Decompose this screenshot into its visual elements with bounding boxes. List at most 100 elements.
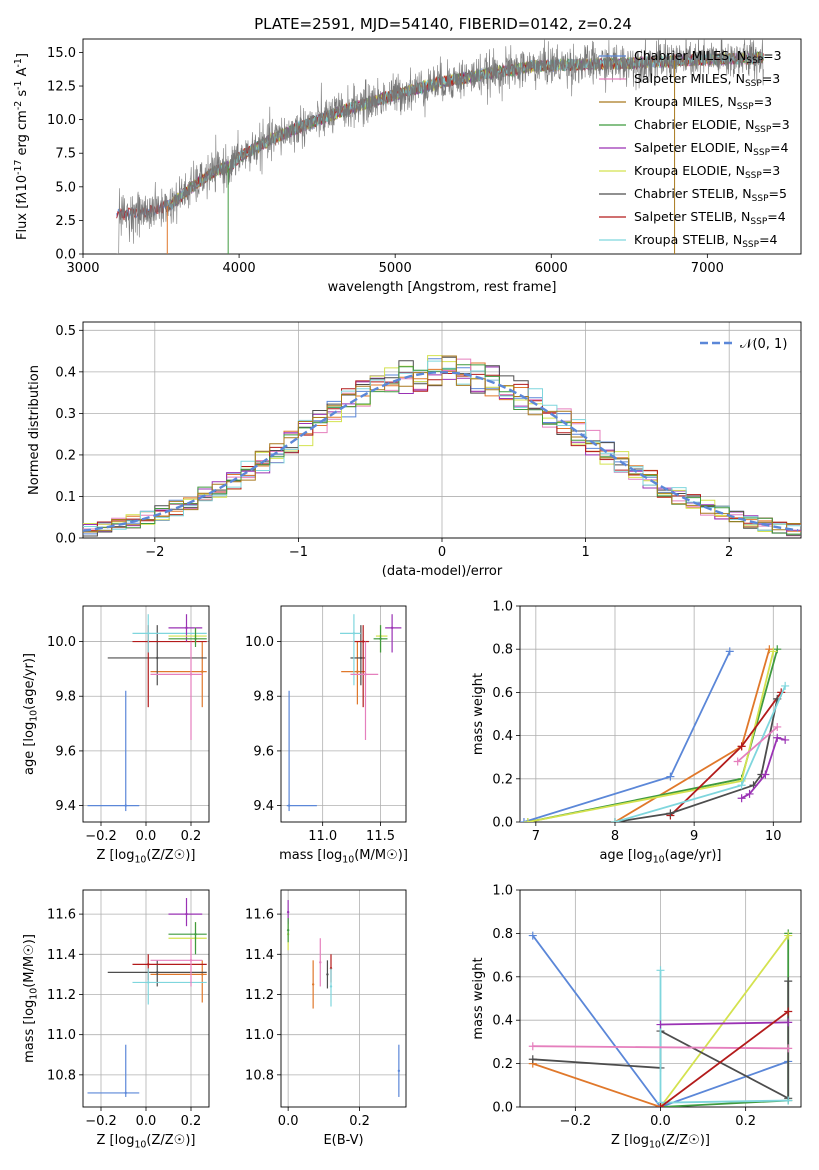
x-tick-label: 8 bbox=[611, 829, 619, 844]
y-axis-label: mass weight bbox=[471, 957, 486, 1039]
y-tick-label: 0.0 bbox=[492, 1101, 513, 1116]
axes-frame bbox=[280, 889, 407, 1108]
data-point bbox=[201, 973, 204, 976]
y-tick-label: 7.5 bbox=[55, 147, 76, 162]
x-tick-label: −0.2 bbox=[560, 1114, 592, 1129]
legend-label: Kroupa ELODIE, NSSP​=3 bbox=[634, 163, 780, 181]
data-point-marker bbox=[656, 966, 665, 975]
data-point-marker bbox=[781, 681, 790, 690]
data-point bbox=[147, 963, 150, 966]
data-point-marker bbox=[656, 1103, 665, 1107]
data-point bbox=[329, 985, 333, 988]
mass_vs_ebv-plot-area bbox=[286, 900, 401, 1097]
axes-frame bbox=[519, 605, 802, 823]
y-tick-label: 5.0 bbox=[55, 180, 76, 195]
x-tick-label: 11.0 bbox=[308, 829, 337, 844]
y-tick-label: 9.4 bbox=[55, 799, 76, 814]
legend-label: Kroupa MILES, NSSP​=3 bbox=[634, 94, 772, 112]
legend-label: Salpeter ELODIE, NSSP​=4 bbox=[634, 140, 789, 158]
y-tick-label: 0.4 bbox=[492, 729, 513, 744]
data-point-marker bbox=[725, 647, 734, 656]
x-tick-label: 0 bbox=[438, 545, 446, 560]
data-point bbox=[147, 632, 150, 635]
data-point bbox=[194, 637, 197, 641]
x-axis-label: (data-model)/error bbox=[382, 564, 503, 579]
y-tick-label: 10.0 bbox=[47, 113, 76, 128]
mass-weight-line bbox=[659, 935, 789, 1107]
data-point bbox=[189, 673, 193, 676]
data-point-marker bbox=[773, 722, 782, 731]
data-point-marker bbox=[528, 1055, 537, 1064]
x-axis-label: Z [log10​(Z/Z☉)] bbox=[611, 1133, 710, 1150]
data-point-marker bbox=[765, 645, 774, 654]
axes-spectrum: 3000 4000 5000 6000 7000 0.0 2.5 5.0 7.5 10.0 12.5… bbox=[13, 38, 802, 295]
x-axis-label: mass [log10​(M/M☉)] bbox=[279, 848, 408, 865]
y-tick-label: 0.2 bbox=[492, 1057, 513, 1072]
axes-residuals: −2 −1 0 1 2 0.0 0.1 0.2 0.3 0.4 0.5 (data-model)/er… bbox=[27, 321, 802, 579]
mass-weight-line bbox=[523, 651, 731, 822]
y-tick-label: 11.2 bbox=[245, 988, 274, 1003]
data-point-marker bbox=[761, 770, 770, 779]
x-tick-label: 0.0 bbox=[136, 829, 157, 844]
data-point-marker bbox=[784, 1018, 793, 1027]
y-tick-label: 9.6 bbox=[55, 744, 76, 759]
mass-weight-line bbox=[660, 1021, 789, 1026]
y-tick-label: 9.8 bbox=[253, 690, 274, 705]
x-axis-label: E(B-V) bbox=[323, 1133, 363, 1148]
x-tick-label: −1 bbox=[289, 545, 308, 560]
residual-plot-area bbox=[83, 355, 801, 537]
data-point-marker bbox=[781, 735, 790, 744]
age_vs_Z-plot-area bbox=[87, 614, 207, 812]
massweight_vs_Z-plot-area bbox=[528, 929, 793, 1107]
data-point bbox=[201, 670, 204, 673]
spectrum-plot-area bbox=[116, 39, 764, 254]
data-point-marker bbox=[773, 645, 782, 654]
data-point bbox=[156, 656, 159, 660]
x-axis-label: Z [log10​(Z/Z☉)] bbox=[97, 1133, 196, 1150]
data-point bbox=[356, 670, 359, 673]
x-tick-label: 0.2 bbox=[181, 829, 202, 844]
data-point-marker bbox=[610, 818, 619, 822]
data-spectrum-line bbox=[116, 39, 764, 254]
y-tick-label: 10.8 bbox=[245, 1068, 274, 1083]
y-tick-label: 11.4 bbox=[47, 948, 76, 963]
data-point bbox=[194, 933, 197, 936]
data-point bbox=[147, 981, 150, 984]
data-point bbox=[287, 804, 291, 807]
data-point-marker bbox=[737, 794, 746, 803]
axes-age_vs_mass: 11.0 11.5 9.4 9.6 9.8 10.0 mass [log10​(M/M☉)] bbox=[245, 605, 408, 865]
age_vs_mass-plot-area bbox=[286, 614, 402, 812]
x-tick-label: 2 bbox=[725, 545, 733, 560]
y-tick-label: 9.4 bbox=[253, 799, 274, 814]
massweight_vs_age-plot-area bbox=[520, 645, 790, 822]
y-axis-label: age [log10​(age/yr)] bbox=[22, 653, 39, 775]
data-point-marker bbox=[523, 818, 532, 822]
x-tick-label: −2 bbox=[145, 545, 164, 560]
y-tick-label: 1.0 bbox=[492, 600, 513, 615]
y-tick-label: 11.4 bbox=[245, 948, 274, 963]
data-point-marker bbox=[666, 772, 675, 781]
x-tick-label: 4000 bbox=[223, 261, 256, 276]
residual-histogram bbox=[83, 355, 801, 533]
legend-label: Kroupa STELIB, NSSP​=4 bbox=[634, 232, 778, 250]
data-point-marker bbox=[666, 809, 675, 818]
y-tick-label: 0.0 bbox=[55, 532, 76, 547]
axes-frame bbox=[82, 38, 802, 255]
data-point bbox=[361, 640, 365, 643]
y-tick-label: 11.2 bbox=[47, 988, 76, 1003]
x-tick-label: 7000 bbox=[691, 261, 724, 276]
data-point bbox=[124, 804, 127, 807]
data-point-marker bbox=[784, 1096, 793, 1105]
data-point bbox=[286, 928, 290, 932]
legend-label: Chabrier STELIB, NSSP​=5 bbox=[634, 186, 787, 204]
y-tick-label: 0.0 bbox=[492, 816, 513, 831]
residual-legend: 𝒩(0, 1) bbox=[700, 337, 787, 352]
data-point bbox=[185, 912, 188, 916]
y-tick-label: 0.6 bbox=[492, 686, 513, 701]
x-tick-label: 0.2 bbox=[349, 1114, 370, 1129]
data-point-marker bbox=[737, 781, 746, 790]
legend-label: Salpeter STELIB, NSSP​=4 bbox=[634, 209, 786, 227]
data-point-marker bbox=[656, 1020, 665, 1029]
y-tick-label: 11.6 bbox=[245, 908, 274, 923]
